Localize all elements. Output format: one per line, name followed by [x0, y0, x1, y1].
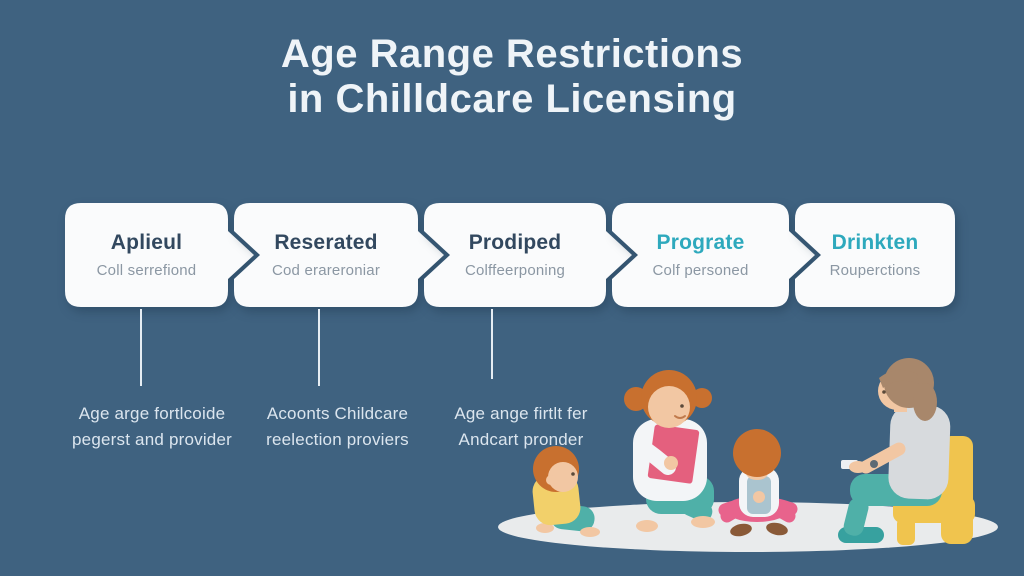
step-title: Aplieul: [110, 231, 183, 254]
toddler-figure: [718, 429, 798, 537]
chevron-box-shape: [65, 203, 254, 307]
step-text: Prodiped Colffeerponing: [424, 203, 606, 307]
chevron-box-shape: [612, 203, 815, 307]
step-text: Reserated Cod erareroniar: [234, 203, 418, 307]
step-box-4: Prograte Colf personed: [612, 203, 815, 307]
caption-line: Age ange firtlt fer: [454, 404, 588, 423]
step-subtitle: Colffeerponing: [464, 262, 566, 279]
step-box-2: Reserated Cod erareroniar: [234, 203, 444, 307]
step-box-3: Prodiped Colffeerponing: [424, 203, 632, 307]
chevron-box-shape: [795, 203, 955, 307]
baby-figure: [532, 446, 600, 537]
step-text: Drinkten Rouperctions: [795, 203, 955, 307]
connector-line-1: [140, 309, 142, 386]
caption-3: Age ange firtlt fer Andcart pronder: [425, 401, 617, 454]
caption-2: Acoonts Childcare reelection proviers: [240, 401, 435, 454]
page-title-line2: in Chilldcare Licensing: [287, 77, 737, 122]
chevron-box-shape: [424, 203, 632, 307]
step-box-5: Drinkten Rouperctions: [795, 203, 955, 307]
caption-line: Age arge fortlcoide: [78, 404, 226, 423]
step-title: Prodiped: [468, 231, 562, 254]
step-subtitle: Colf personed: [652, 262, 749, 279]
caregiver-figure: [624, 370, 715, 532]
chevron-box-shape: [234, 203, 444, 307]
step-subtitle: Coll serrefiond: [96, 262, 197, 279]
caption-1: Age arge fortlcoide pegerst and provider: [52, 401, 252, 454]
step-subtitle: Rouperctions: [829, 262, 921, 279]
caption-line: pegerst and provider: [72, 430, 232, 450]
page-title-line1: Age Range Restrictions: [280, 32, 744, 76]
step-text: Prograte Colf personed: [612, 203, 789, 307]
chair: [893, 436, 975, 545]
step-title: Prograte: [656, 231, 745, 254]
page-title: Age Range Restrictions in Chilldcare Lic…: [0, 32, 1024, 122]
rug: [498, 502, 998, 552]
parent-figure: [838, 358, 975, 545]
step-title: Reserated: [274, 231, 378, 254]
connector-line-3: [491, 309, 493, 379]
caption-line: Acoonts Childcare: [266, 404, 409, 423]
caption-line: Andcart pronder: [458, 430, 584, 450]
step-box-1: Aplieul Coll serrefiond: [65, 203, 254, 307]
caption-line: reelection proviers: [266, 430, 409, 450]
connector-line-2: [318, 309, 320, 386]
step-text: Aplieul Coll serrefiond: [65, 203, 228, 307]
step-subtitle: Cod erareroniar: [271, 262, 381, 279]
step-title: Drinkten: [831, 231, 919, 254]
